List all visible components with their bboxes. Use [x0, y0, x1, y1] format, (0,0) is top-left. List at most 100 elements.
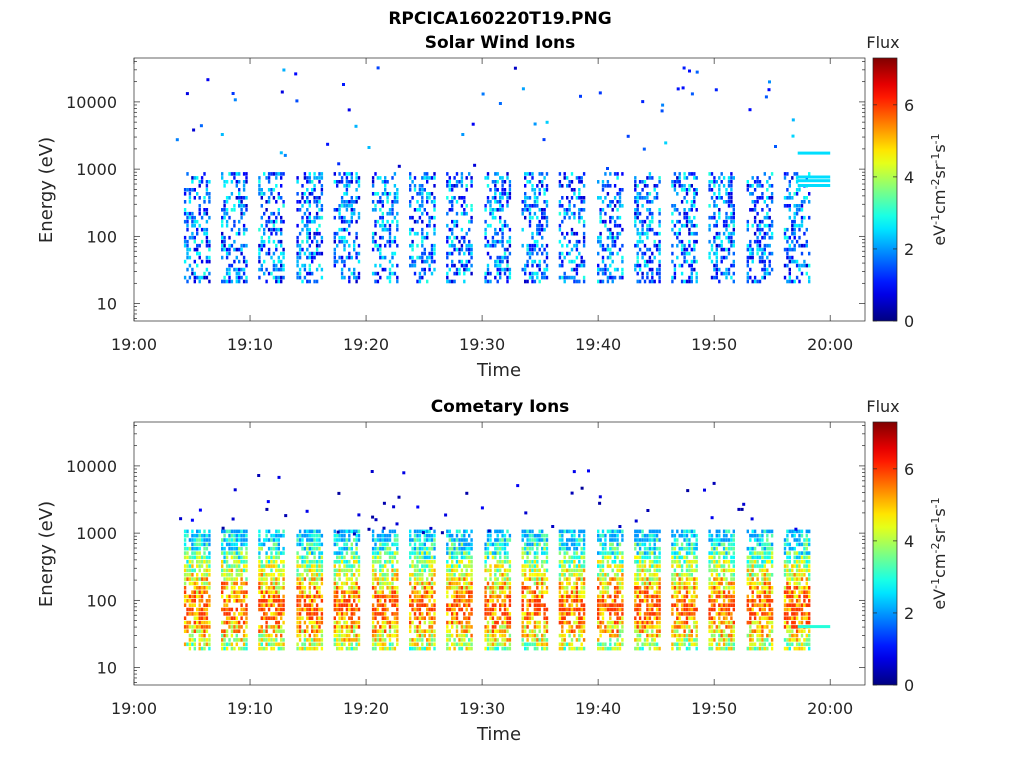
cometary-heatmap-cell — [267, 560, 271, 564]
cometary-heatmap-cell — [503, 577, 507, 581]
solar-wind-heatmap-cell — [713, 184, 716, 188]
cometary-heatmap-cell — [306, 555, 309, 560]
solar-wind-heatmap-cell — [531, 231, 534, 236]
solar-wind-heatmap-cell — [245, 259, 248, 264]
cometary-heatmap-cell — [570, 590, 574, 594]
solar-wind-heatmap-cell — [727, 180, 731, 184]
solar-wind-heatmap-cell — [580, 215, 583, 220]
solar-wind-heatmap-cell — [808, 263, 811, 268]
cometary-heatmap-cell — [270, 612, 273, 616]
cometary-heatmap-cell — [301, 629, 304, 633]
solar-wind-heatmap-cell — [658, 219, 661, 224]
solar-wind-heatmap-cell — [267, 247, 271, 252]
solar-wind-heatmap-cell — [601, 180, 605, 184]
cometary-heatmap-cell — [272, 581, 276, 586]
cometary-heatmap-cell — [265, 577, 268, 581]
solar-wind-heatmap-cell — [433, 215, 436, 220]
cometary-heatmap-cell — [311, 577, 314, 581]
cometary-heatmap-cell — [333, 529, 336, 534]
cometary-heatmap-cell — [453, 646, 456, 651]
cometary-heatmap-cell — [484, 542, 487, 547]
cometary-heatmap-cell — [282, 564, 285, 568]
solar-wind-heatmap-cell — [275, 227, 278, 232]
cometary-heatmap-cell — [277, 577, 280, 581]
cometary-heatmap-cell — [191, 612, 194, 616]
cometary-heatmap-cell — [371, 594, 375, 599]
cometary-heatmap-cell — [448, 577, 451, 581]
cometary-heatmap-cell — [198, 629, 201, 633]
solar-wind-heatmap-cell — [688, 231, 691, 236]
solar-wind-heatmap-cell — [573, 215, 576, 220]
solar-wind-heatmap-cell — [718, 188, 721, 192]
cometary-heatmap-cell — [235, 538, 238, 542]
cometary-heatmap-cell — [233, 638, 236, 642]
cometary-heatmap-cell — [188, 546, 192, 551]
solar-wind-heatmap-cell — [763, 172, 766, 176]
cometary-heatmap-cell — [499, 546, 502, 551]
solar-wind-heatmap-cell — [618, 204, 622, 208]
solar-wind-heatmap-cell — [720, 239, 723, 244]
solar-wind-heatmap-cell — [609, 227, 612, 232]
cometary-heatmap-cell — [536, 642, 539, 647]
cometary-heatmap-cell — [225, 599, 229, 603]
solar-wind-heatmap-cell — [580, 200, 583, 204]
solar-wind-heatmap-cell — [730, 215, 733, 220]
cometary-heatmap-cell — [258, 586, 261, 590]
cometary-heatmap-cell — [333, 625, 336, 629]
solar-wind-heatmap-cell — [673, 275, 677, 280]
solar-wind-heatmap-cell — [275, 263, 278, 268]
cometary-heatmap-cell — [333, 620, 336, 625]
solar-wind-heatmap-cell — [503, 219, 507, 224]
cometary-heatmap-cell — [423, 542, 426, 547]
cometary-heatmap-cell — [374, 542, 377, 547]
solar-wind-heatmap-cell — [345, 176, 349, 180]
solar-wind-heatmap-cell — [761, 196, 764, 200]
cometary-heatmap-cell — [524, 616, 527, 620]
cometary-heatmap-cell — [484, 555, 487, 560]
cometary-heatmap-cell — [468, 629, 471, 633]
solar-wind-heatmap-cell — [545, 204, 549, 208]
solar-wind-x-ticks: 19:00 19:10 19:20 19:30 19:40 19:50 20:00 — [111, 58, 853, 354]
solar-wind-heatmap-cell — [636, 279, 639, 284]
solar-wind-heatmap-cell — [788, 184, 791, 188]
cometary-heatmap-cell — [313, 642, 316, 647]
solar-wind-heatmap-cell — [708, 184, 711, 188]
solar-wind-heatmap-cell — [451, 184, 454, 188]
cometary-heatmap-cell — [371, 642, 375, 647]
cometary-heatmap-cell — [230, 533, 234, 538]
cometary-heatmap-cell — [374, 560, 377, 564]
solar-wind-heatmap-cell — [494, 275, 497, 280]
cometary-heatmap-cell — [263, 646, 266, 651]
solar-wind-heatmap-cell — [272, 211, 276, 216]
solar-wind-heatmap-cell — [280, 275, 283, 280]
solar-wind-heatmap-cell — [693, 223, 696, 228]
cometary-heatmap-cell — [311, 642, 314, 647]
solar-wind-heatmap-cell — [732, 259, 735, 264]
cometary-heatmap-cell — [333, 573, 336, 577]
solar-wind-heatmap-cell — [376, 200, 380, 204]
solar-wind-heatmap-cell — [715, 275, 718, 280]
cometary-heatmap-cell — [303, 560, 307, 564]
cometary-heatmap-cell — [455, 555, 459, 560]
cometary-heatmap-cell — [379, 646, 382, 651]
cometary-heatmap-cell — [348, 577, 351, 581]
solar-wind-heatmap-cell — [531, 235, 534, 240]
cometary-heatmap-cell — [536, 581, 539, 586]
solar-wind-heatmap-cell — [543, 259, 546, 264]
solar-wind-heatmap-cell — [746, 243, 749, 248]
solar-wind-heatmap-cell — [489, 200, 492, 204]
cometary-heatmap-cell — [275, 599, 278, 603]
solar-wind-heatmap-cell — [751, 200, 754, 204]
cometary-heatmap-cell — [381, 612, 384, 616]
cometary-heatmap-cell — [508, 603, 512, 607]
solar-wind-heatmap-cell — [618, 231, 622, 236]
solar-wind-heatmap-cell — [524, 215, 527, 220]
cometary-heatmap-cell — [320, 620, 324, 625]
solar-wind-heatmap-cell — [646, 200, 649, 204]
cometary-heatmap-cell — [198, 612, 201, 616]
cometary-heatmap-cell — [267, 633, 271, 638]
solar-wind-heatmap-cell — [568, 184, 571, 188]
solar-wind-heatmap-cell — [463, 239, 466, 244]
solar-wind-heatmap-cell — [242, 180, 246, 184]
cometary-heatmap-cell — [491, 594, 495, 599]
